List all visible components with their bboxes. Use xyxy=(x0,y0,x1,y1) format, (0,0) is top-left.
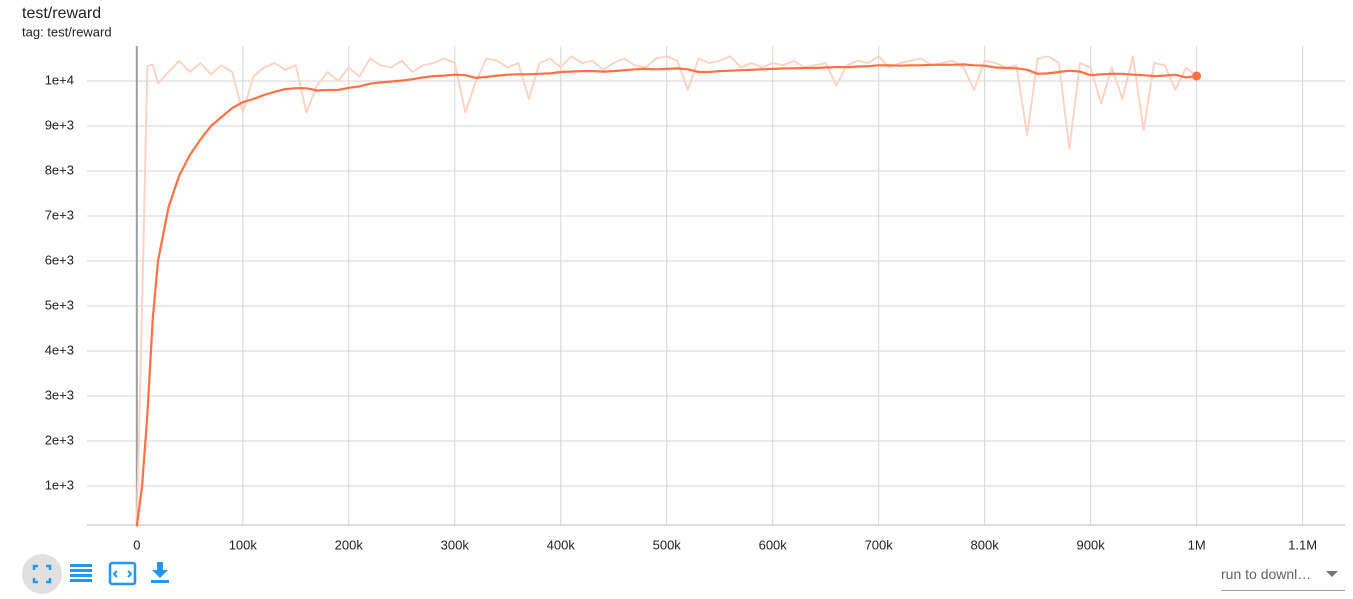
end-point xyxy=(1192,71,1202,81)
y-tick-label: 2e+3 xyxy=(45,432,74,447)
y-tick-label: 4e+3 xyxy=(45,342,74,357)
fit-icon xyxy=(32,564,52,584)
download-select-label: run to downl… xyxy=(1221,566,1312,582)
raw-line xyxy=(135,55,1198,527)
x-tick-label: 200k xyxy=(335,537,364,552)
x-tick-label: 900k xyxy=(1077,537,1106,552)
y-tick-label: 7e+3 xyxy=(45,207,74,222)
zoom-button[interactable] xyxy=(108,561,137,586)
y-tick-label: 3e+3 xyxy=(45,387,74,402)
smoothed-line xyxy=(135,63,1197,527)
x-tick-label: 500k xyxy=(653,537,682,552)
x-tick-label: 1M xyxy=(1188,537,1206,552)
y-tick-label: 1e+4 xyxy=(45,72,74,87)
y-tick-label: 8e+3 xyxy=(45,162,74,177)
y-tick-label: 6e+3 xyxy=(45,252,74,267)
download-select[interactable]: run to downl… xyxy=(1221,562,1345,591)
y-tick-label: 1e+3 xyxy=(45,477,74,492)
x-tick-label: 600k xyxy=(759,537,788,552)
log-button[interactable] xyxy=(70,564,92,582)
x-tick-label: 400k xyxy=(547,537,576,552)
chart-title: test/reward xyxy=(22,5,101,22)
chart: test/reward tag: test/reward 1e+3 2e+3 3e+… xyxy=(22,5,1345,552)
chart-subtitle: tag: test/reward xyxy=(22,24,112,39)
fit-button[interactable] xyxy=(22,554,62,594)
x-tick-label: 800k xyxy=(971,537,1000,552)
x-tick-label: 300k xyxy=(441,537,470,552)
dropdown-arrow xyxy=(1326,571,1338,577)
x-tick-label: 1.1M xyxy=(1288,537,1317,552)
x-tick-label: 0 xyxy=(133,537,140,552)
y-tick-label: 9e+3 xyxy=(45,117,74,132)
y-tick-label: 5e+3 xyxy=(45,297,74,312)
toolbar xyxy=(22,554,169,594)
download-button[interactable] xyxy=(151,562,169,583)
x-tick-label: 700k xyxy=(865,537,894,552)
x-tick-label: 100k xyxy=(229,537,258,552)
